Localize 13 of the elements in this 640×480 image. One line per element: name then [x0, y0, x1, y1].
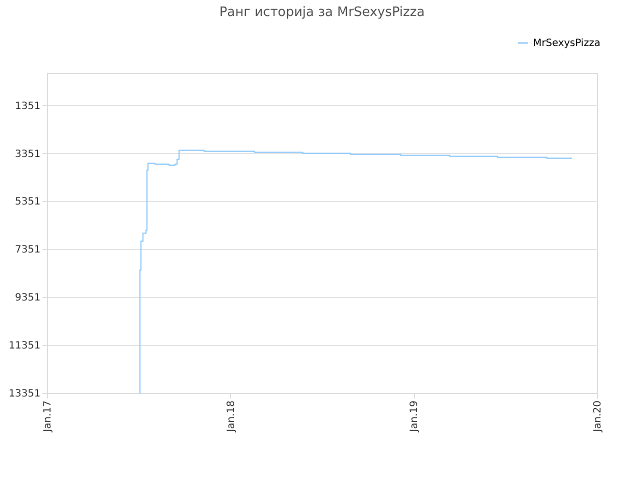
x-tick-label: Jan.20	[592, 400, 604, 433]
y-tick-label: 7351	[15, 244, 40, 256]
x-tick-label: Jan.19	[409, 400, 420, 433]
y-tick-label: 11351	[8, 340, 40, 352]
y-tick-label: 5351	[15, 196, 40, 208]
y-tick-label: 1351	[15, 100, 40, 112]
y-tick-label: 13351	[8, 388, 40, 400]
y-tick-label: 9351	[15, 292, 40, 304]
x-tick-label: Jan.17	[42, 400, 54, 433]
chart-title: Ранг историја за MrSexysPizza	[219, 5, 425, 20]
y-tick-label: 3351	[15, 148, 40, 160]
x-tick-label: Jan.18	[226, 400, 237, 433]
legend-label: MrSexysPizza	[533, 38, 600, 49]
